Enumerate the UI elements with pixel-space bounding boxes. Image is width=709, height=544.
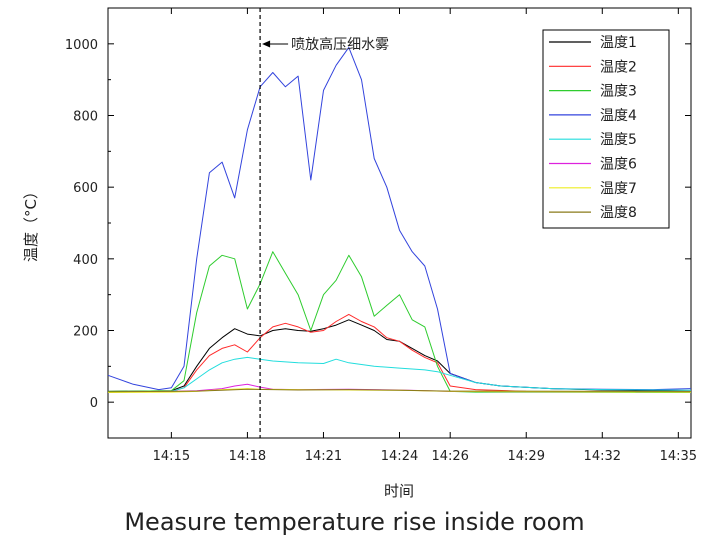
annotation-arrowhead bbox=[262, 40, 271, 48]
legend-box bbox=[542, 29, 670, 229]
figure-caption: Measure temperature rise inside room bbox=[124, 508, 585, 536]
legend-label-6: 温度6 bbox=[600, 157, 637, 173]
series-line-2 bbox=[107, 313, 692, 393]
y-tick-label: 200 bbox=[73, 325, 98, 340]
y-tick-label: 600 bbox=[73, 181, 98, 196]
y-tick-label: 1000 bbox=[65, 38, 98, 53]
x-tick-label: 14:21 bbox=[305, 449, 342, 464]
series-line-5 bbox=[107, 356, 692, 393]
y-axis-ticks: 0 200 400 600 800 1000 bbox=[65, 7, 691, 439]
x-tick-label: 14:15 bbox=[153, 449, 190, 464]
legend-label-7: 温度7 bbox=[600, 181, 637, 197]
y-tick-label: 0 bbox=[90, 396, 98, 411]
x-axis-ticks: 14:15 14:18 14:21 14:24 14:26 14:29 14:32 14:35 bbox=[153, 8, 697, 464]
x-tick-label: 14:18 bbox=[229, 449, 266, 464]
x-tick-label: 14:24 bbox=[381, 449, 418, 464]
annotation-label: 喷放高压细水雾 bbox=[291, 36, 389, 53]
legend-label-1: 温度1 bbox=[600, 35, 637, 51]
legend-label-4: 温度4 bbox=[600, 108, 637, 124]
x-tick-label: 14:35 bbox=[660, 449, 697, 464]
series-line-3 bbox=[107, 251, 692, 393]
series-line-8 bbox=[107, 388, 692, 393]
x-axis-title: 时间 bbox=[384, 482, 414, 500]
x-tick-label: 14:32 bbox=[584, 449, 621, 464]
x-tick-label: 14:29 bbox=[508, 449, 545, 464]
y-axis-title: 温度（°C） bbox=[22, 184, 40, 262]
y-tick-label: 400 bbox=[73, 253, 98, 268]
x-tick-label: 14:26 bbox=[431, 449, 468, 464]
legend-label-8: 温度8 bbox=[600, 205, 637, 221]
series-line-1 bbox=[107, 319, 692, 392]
legend-label-5: 温度5 bbox=[600, 132, 637, 148]
y-tick-label: 800 bbox=[73, 110, 98, 125]
legend-label-2: 温度2 bbox=[600, 59, 637, 75]
legend: 温度1 温度2 温度3 温度4 温度5 温度6 温度7 温度8 bbox=[542, 29, 670, 229]
legend-label-3: 温度3 bbox=[600, 84, 637, 100]
